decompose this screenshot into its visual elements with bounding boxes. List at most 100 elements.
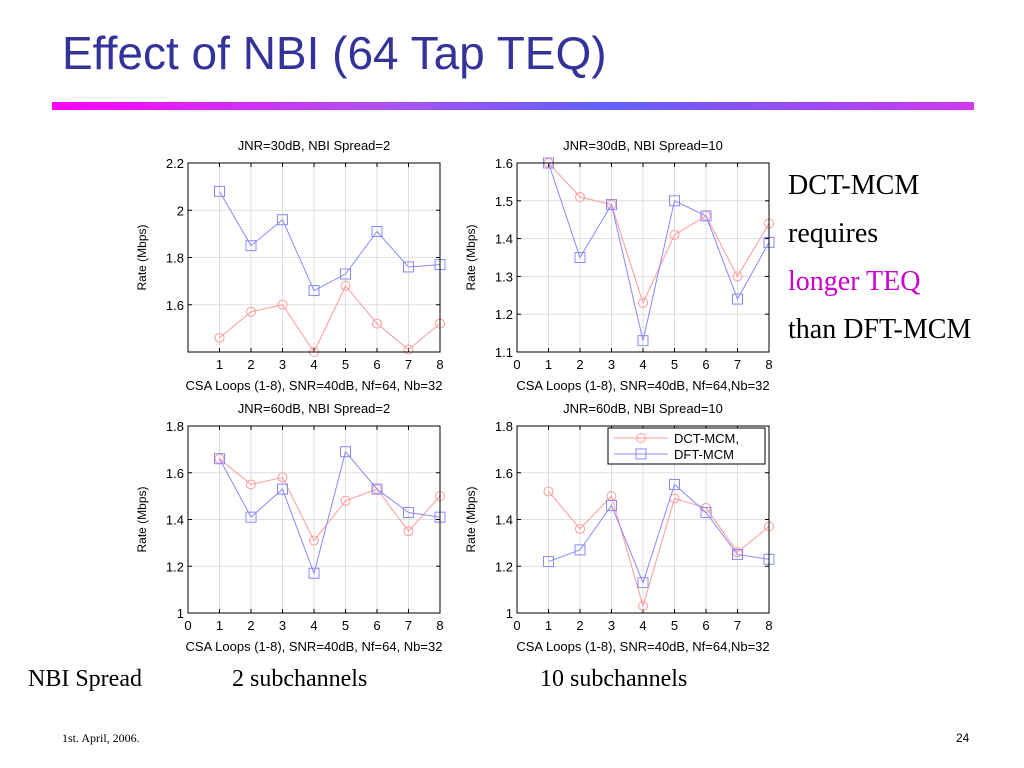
- x-tick-label: 1: [216, 618, 223, 633]
- ten-subchannels-label: 10 subchannels: [540, 666, 688, 692]
- x-tick-label: 0: [513, 618, 520, 633]
- y-tick-label: 1.4: [495, 513, 513, 528]
- series-1-point: [575, 523, 585, 534]
- chart-1: 1 2 3 4 5 6 7 8 1.6 1.8 2 2.2 JNR=30dB, NBI Spread=2…: [135, 138, 446, 393]
- series-2-point: [700, 506, 712, 518]
- x-tick-label: 6: [373, 618, 380, 633]
- two-subchannels-label: 2 subchannels: [232, 666, 368, 692]
- plot-frame: [187, 425, 441, 614]
- series-2-point: [245, 511, 257, 523]
- x-tick-label: 4: [310, 357, 317, 372]
- plot-frame: [187, 162, 441, 353]
- series-1-point: [309, 535, 319, 546]
- series-1-point: [575, 192, 585, 203]
- series-2-point: [637, 335, 649, 347]
- series-1-point: [246, 306, 256, 317]
- series-1-point: [732, 271, 743, 282]
- series-1-point: [372, 318, 382, 329]
- y-tick-label: 1: [506, 606, 513, 621]
- series-1-point: [403, 344, 414, 355]
- series-1-point: [638, 600, 648, 611]
- series-2-point: [214, 453, 225, 465]
- series-2-point: [245, 240, 257, 252]
- x-tick-label: 2: [247, 618, 254, 633]
- series-2-point: [637, 577, 649, 589]
- y-tick-label: 1.8: [495, 419, 513, 434]
- x-tick-label: 5: [671, 357, 678, 372]
- x-axis-label: CSA Loops (1-8), SNR=40dB, Nf=64, Nb=32: [186, 639, 443, 654]
- x-tick-label: 6: [702, 357, 709, 372]
- series-2-line: [548, 483, 770, 585]
- y-tick-label: 1.4: [166, 513, 184, 528]
- x-tick-label: 4: [310, 618, 317, 633]
- series-2-point: [574, 544, 586, 556]
- series-2-point: [700, 210, 712, 222]
- x-tick-label: 2: [576, 357, 583, 372]
- side-note-line-3: longer TEQ: [788, 266, 921, 297]
- x-tick-label: 6: [373, 357, 380, 372]
- chart-title: JNR=60dB, NBI Spread=2: [238, 401, 390, 416]
- x-tick-label: 6: [702, 618, 709, 633]
- series-1-point: [638, 297, 648, 308]
- series-1-point: [340, 495, 351, 506]
- series-2-point: [403, 261, 414, 273]
- legend-marker: [636, 433, 646, 443]
- side-note-line-2: requires: [788, 218, 879, 249]
- series-1-point: [403, 526, 414, 537]
- x-tick-label: 3: [279, 357, 286, 372]
- y-tick-label: 1.6: [166, 298, 184, 313]
- chart-2: 0 1 2 3 4 5 6 7 8 1.1 1.2 1.3 1.4 1.5 1.6 JNR=30dB, NBI…: [464, 138, 775, 393]
- x-tick-label: 5: [671, 618, 678, 633]
- legend-label: DFT-MCM: [674, 447, 734, 462]
- series-2-point: [606, 199, 617, 211]
- y-tick-label: 1.5: [495, 194, 513, 209]
- y-tick-label: 1.8: [166, 419, 184, 434]
- series-2-point: [669, 195, 680, 207]
- series-1-point: [543, 486, 554, 497]
- series-1-point: [246, 479, 256, 490]
- y-tick-label: 2: [177, 203, 184, 218]
- y-tick-label: 2.2: [166, 156, 184, 171]
- x-tick-label: 2: [247, 357, 254, 372]
- x-tick-label: 7: [734, 618, 741, 633]
- y-tick-label: 1.2: [495, 307, 513, 322]
- x-tick-label: 3: [608, 357, 615, 372]
- series-2-point: [340, 446, 351, 458]
- x-tick-label: 8: [436, 618, 443, 633]
- y-tick-label: 1.3: [495, 269, 513, 284]
- page-number: 24: [956, 731, 970, 745]
- series-2-point: [371, 483, 383, 495]
- nbi-spread-label: NBI Spread: [28, 666, 142, 692]
- legend-label: DCT-MCM,: [674, 431, 739, 446]
- x-tick-label: 1: [216, 357, 223, 372]
- x-tick-label: 4: [639, 357, 646, 372]
- series-2-point: [214, 185, 225, 197]
- series-2-point: [574, 252, 586, 263]
- series-1-line: [219, 284, 441, 354]
- series-1-line: [219, 458, 441, 542]
- x-tick-label: 2: [576, 618, 583, 633]
- x-tick-label: 7: [734, 357, 741, 372]
- series-2-point: [732, 293, 743, 305]
- y-tick-label: 1.6: [495, 466, 513, 481]
- series-2-point: [371, 226, 383, 238]
- x-tick-label: 8: [765, 357, 772, 372]
- x-tick-label: 3: [279, 618, 286, 633]
- legend-box: [607, 427, 766, 465]
- series-2-point: [277, 214, 288, 226]
- chart-title: JNR=60dB, NBI Spread=10: [563, 401, 723, 416]
- x-axis-label: CSA Loops (1-8), SNR=40dB, Nf=64, Nb=32: [186, 378, 443, 393]
- x-tick-label: 7: [405, 618, 412, 633]
- series-2-point: [403, 506, 414, 518]
- y-axis-label: Rate (Mbps): [135, 224, 149, 290]
- x-tick-label: 5: [342, 618, 349, 633]
- y-axis-label: Rate (Mbps): [464, 486, 478, 552]
- x-tick-label: 1: [545, 618, 552, 633]
- y-tick-label: 1.2: [495, 559, 513, 574]
- series-2-point: [732, 549, 743, 561]
- series-1-point: [669, 229, 680, 240]
- series-1-point: [277, 472, 288, 483]
- x-axis-label: CSA Loops (1-8), SNR=40dB, Nf=64,Nb=32: [516, 378, 769, 393]
